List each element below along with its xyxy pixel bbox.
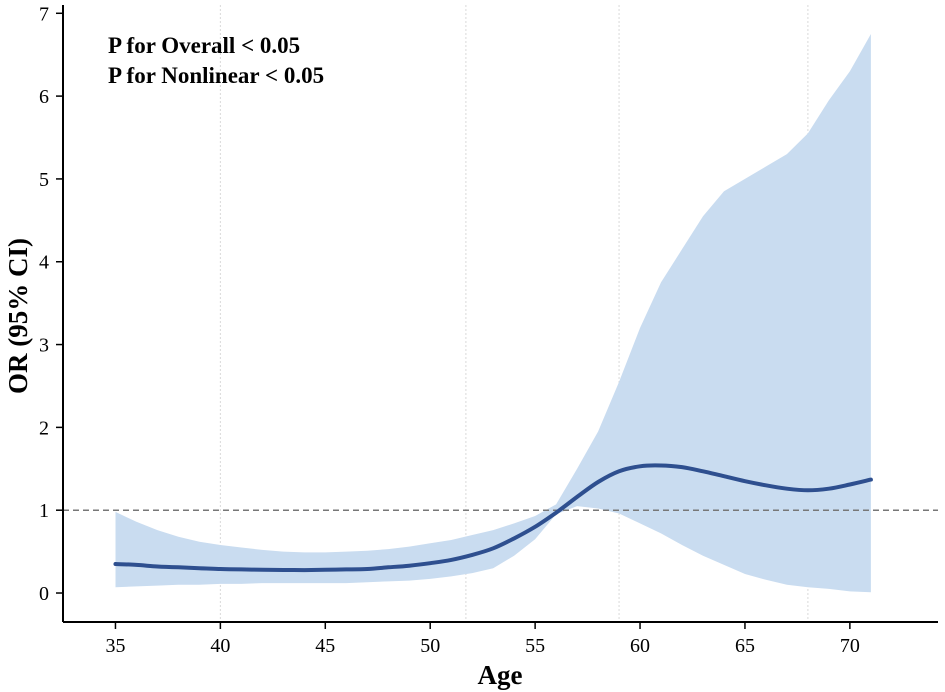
x-tick-label: 70 <box>840 635 860 657</box>
annotation-overall: P for Overall < 0.05 <box>108 33 300 58</box>
x-tick-label: 60 <box>630 635 650 657</box>
x-tick-label: 40 <box>210 635 230 657</box>
x-tick-label: 55 <box>525 635 545 657</box>
y-tick-label: 6 <box>39 86 49 108</box>
x-axis-title: Age <box>478 660 523 690</box>
x-tick-label: 35 <box>105 635 125 657</box>
y-tick-label: 1 <box>39 500 49 522</box>
x-tick-label: 45 <box>315 635 335 657</box>
or-series-line <box>113 463 873 573</box>
confidence-band <box>115 34 871 593</box>
x-tick-label: 50 <box>420 635 440 657</box>
y-tick-label: 3 <box>39 335 49 357</box>
y-tick-label: 0 <box>39 583 49 605</box>
y-axis-title: OR (95% CI) <box>3 238 33 394</box>
y-tick-label: 5 <box>39 169 49 191</box>
x-tick-label: 65 <box>735 635 755 657</box>
y-tick-label: 2 <box>39 417 49 439</box>
annotation-nonlinear: P for Nonlinear < 0.05 <box>108 63 324 88</box>
y-axis-ticks: 0 1 2 3 4 5 6 7 <box>39 3 63 605</box>
y-tick-label: 7 <box>39 3 49 25</box>
x-axis-ticks: 35 40 45 50 55 60 65 70 <box>105 622 860 657</box>
y-tick-label: 4 <box>39 252 49 274</box>
